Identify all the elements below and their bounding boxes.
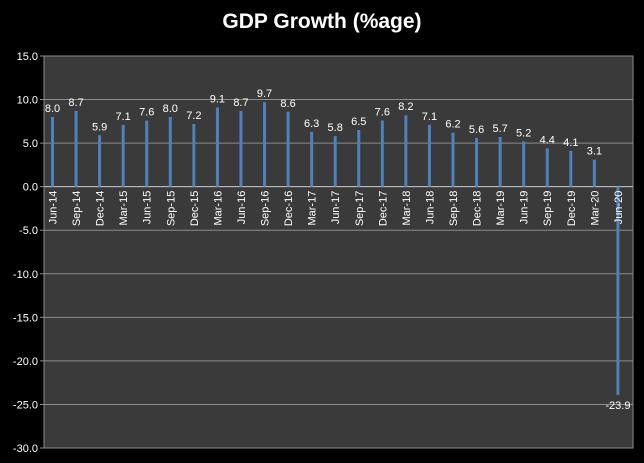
data-label: 7.1 bbox=[116, 111, 131, 123]
x-tick-label: Jun-15 bbox=[142, 191, 154, 225]
x-tick-label: Dec-16 bbox=[283, 191, 295, 226]
data-label: 8.0 bbox=[45, 103, 60, 115]
data-label: 7.2 bbox=[186, 110, 201, 122]
data-label: 6.3 bbox=[304, 118, 319, 130]
bar-sep-15 bbox=[168, 116, 172, 187]
x-tick-label: Jun-17 bbox=[330, 191, 342, 225]
data-label: 4.1 bbox=[563, 137, 578, 149]
x-tick-label: Dec-19 bbox=[566, 191, 578, 226]
bar-jun-20 bbox=[616, 186, 620, 395]
data-label: 6.5 bbox=[351, 116, 366, 128]
data-label: 8.2 bbox=[398, 101, 413, 113]
bar-mar-16 bbox=[215, 107, 219, 187]
y-tick-label: -30.0 bbox=[13, 443, 38, 455]
bar-dec-19 bbox=[569, 150, 573, 187]
data-label: 7.6 bbox=[139, 106, 154, 118]
data-label: 6.2 bbox=[445, 119, 460, 131]
bar-sep-14 bbox=[74, 110, 78, 187]
data-label: 7.1 bbox=[422, 111, 437, 123]
bar-dec-17 bbox=[380, 120, 384, 187]
x-tick-label: Jun-19 bbox=[519, 191, 531, 225]
bar-mar-19 bbox=[498, 137, 502, 187]
bar-mar-18 bbox=[404, 115, 408, 187]
bar-dec-15 bbox=[192, 123, 196, 187]
bar-jun-17 bbox=[333, 136, 337, 187]
x-tick-label: Dec-17 bbox=[377, 191, 389, 226]
data-label: 7.6 bbox=[375, 106, 390, 118]
x-tick-label: Jun-16 bbox=[236, 191, 248, 225]
y-tick-label: 10.0 bbox=[17, 95, 38, 107]
data-label: 9.7 bbox=[257, 88, 272, 100]
x-tick-label: Mar-17 bbox=[307, 191, 319, 226]
data-label: 9.1 bbox=[210, 93, 225, 105]
y-tick-label: 0.0 bbox=[23, 182, 38, 194]
data-label: 5.7 bbox=[492, 123, 507, 135]
y-axis-ticks: 15.0 10.0 5.0 0.0 -5.0 -10.0 -15.0 -20.0 -25.0 -3… bbox=[13, 51, 44, 455]
chart-title: GDP Growth (%age) bbox=[222, 10, 422, 33]
x-tick-label: Sep-18 bbox=[448, 191, 460, 226]
plot-area bbox=[43, 55, 634, 449]
x-tick-label: Mar-18 bbox=[401, 191, 413, 226]
y-tick-label: 5.0 bbox=[23, 138, 38, 150]
data-label: -23.9 bbox=[605, 400, 630, 412]
x-axis-ticks: Jun-14 Sep-14 Dec-14 Mar-15 Jun-15 Sep-15 Dec-… bbox=[47, 191, 624, 226]
y-tick-label: 15.0 bbox=[17, 51, 38, 63]
y-tick-label: -25.0 bbox=[13, 399, 38, 411]
x-tick-label: Mar-16 bbox=[212, 191, 224, 226]
bar-mar-17 bbox=[310, 131, 314, 187]
y-tick-label: -15.0 bbox=[13, 312, 38, 324]
data-label: 8.7 bbox=[68, 97, 83, 109]
x-tick-label: Sep-16 bbox=[260, 191, 272, 226]
x-tick-label: Sep-15 bbox=[165, 191, 177, 226]
y-tick-label: -5.0 bbox=[19, 225, 38, 237]
gridlines bbox=[44, 55, 633, 449]
x-tick-label: Sep-17 bbox=[354, 191, 366, 226]
x-tick-label: Mar-19 bbox=[495, 191, 507, 226]
bar-dec-18 bbox=[475, 137, 479, 187]
x-tick-label: Sep-14 bbox=[71, 191, 83, 226]
data-label: 8.6 bbox=[280, 98, 295, 110]
x-tick-label: Jun-18 bbox=[424, 191, 436, 225]
bar-jun-15 bbox=[145, 120, 149, 187]
bar-mar-15 bbox=[121, 124, 125, 187]
x-tick-label: Jun-20 bbox=[613, 191, 625, 225]
bar-mar-20 bbox=[592, 159, 596, 187]
x-tick-label: Jun-14 bbox=[47, 191, 59, 225]
x-tick-label: Mar-15 bbox=[118, 191, 130, 226]
data-label: 5.6 bbox=[469, 124, 484, 136]
data-label: 8.0 bbox=[163, 103, 178, 115]
bars bbox=[50, 102, 620, 395]
bar-sep-17 bbox=[357, 130, 361, 187]
bar-sep-19 bbox=[545, 148, 549, 187]
x-tick-label: Dec-14 bbox=[95, 191, 107, 226]
bar-jun-18 bbox=[427, 124, 431, 187]
data-label: 3.1 bbox=[587, 146, 602, 158]
data-label: 8.7 bbox=[233, 97, 248, 109]
y-tick-label: -20.0 bbox=[13, 356, 38, 368]
data-label: 5.9 bbox=[92, 121, 107, 133]
bar-dec-14 bbox=[98, 135, 102, 187]
bar-sep-16 bbox=[263, 102, 267, 187]
data-labels: 8.0 8.7 5.9 7.1 7.6 8.0 7.2 9.1 8.7 9.7 8.6 6.3 5.8 6… bbox=[45, 88, 631, 412]
data-label: 5.2 bbox=[516, 127, 531, 139]
bar-dec-16 bbox=[286, 111, 290, 187]
bar-jun-19 bbox=[522, 141, 526, 187]
data-label: 4.4 bbox=[540, 134, 555, 146]
x-tick-label: Dec-18 bbox=[472, 191, 484, 226]
bar-jun-14 bbox=[50, 116, 54, 187]
data-label: 5.8 bbox=[328, 122, 343, 134]
bar-sep-18 bbox=[451, 132, 455, 187]
x-tick-label: Sep-19 bbox=[542, 191, 554, 226]
x-tick-label: Dec-15 bbox=[189, 191, 201, 226]
y-tick-label: -10.0 bbox=[13, 269, 38, 281]
x-tick-label: Mar-20 bbox=[589, 191, 601, 226]
bar-jun-16 bbox=[239, 110, 243, 187]
